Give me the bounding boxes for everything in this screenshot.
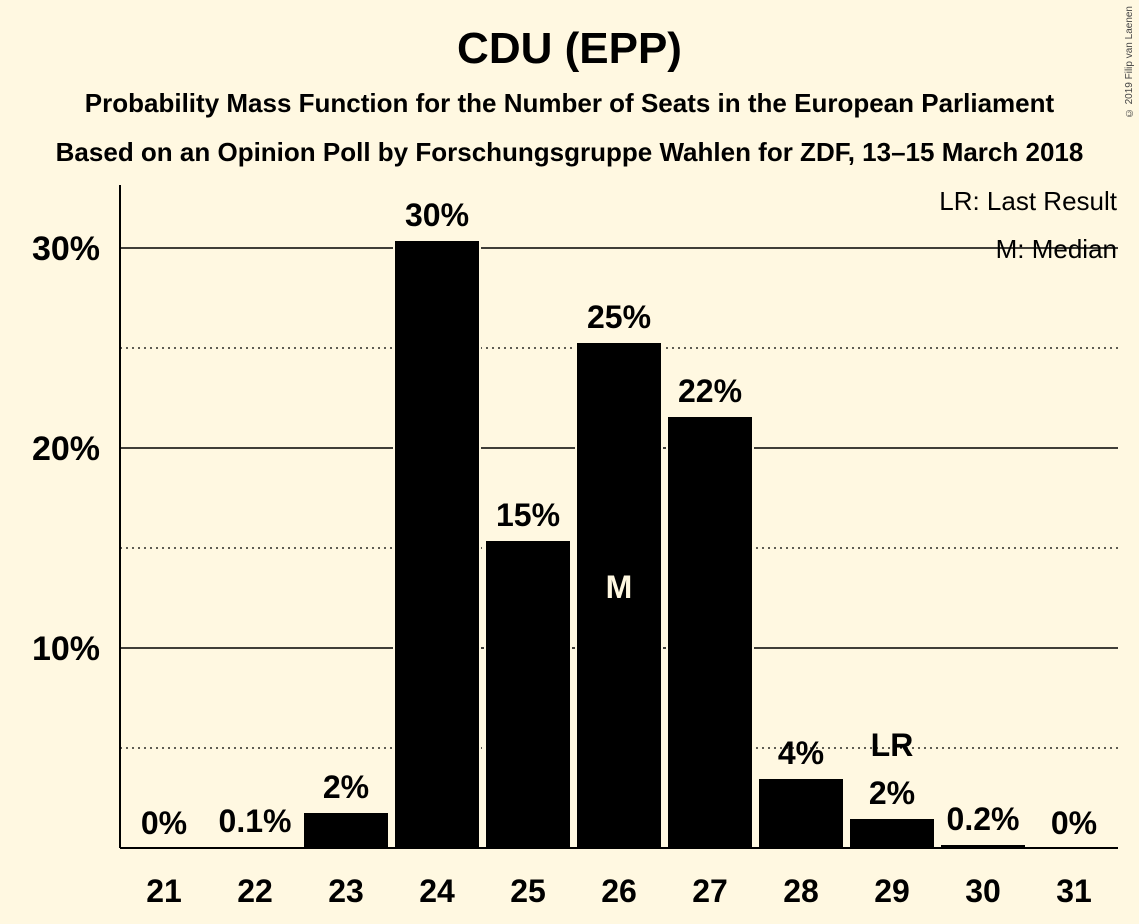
y-tick-label: 20% (32, 430, 100, 468)
chart-subtitle: Probability Mass Function for the Number… (84, 88, 1055, 118)
last-result-marker: LR (871, 727, 914, 763)
x-tick-label: 22 (237, 873, 273, 909)
x-tick-label: 26 (601, 873, 637, 909)
x-tick-label: 30 (965, 873, 1001, 909)
data-label: 30% (405, 197, 469, 233)
data-label: 22% (678, 373, 742, 409)
data-label: 0.1% (219, 803, 292, 839)
legend-median: M: Median (996, 234, 1117, 264)
chart-title: CDU (EPP) (457, 24, 682, 73)
y-tick-label: 10% (32, 630, 100, 668)
x-tick-label: 27 (692, 873, 728, 909)
y-tick-label: 30% (32, 230, 100, 268)
chart-source-subtitle: Based on an Opinion Poll by Forschungsgr… (55, 137, 1084, 167)
bar-seat-27 (666, 415, 754, 849)
x-tick-label: 28 (783, 873, 819, 909)
data-label: 0.2% (947, 801, 1020, 837)
bar-seat-26 (575, 341, 663, 849)
bar-seat-29 (848, 817, 936, 849)
x-tick-label: 24 (419, 873, 455, 909)
legend-last-result: LR: Last Result (939, 186, 1118, 216)
bar-seat-23 (302, 811, 390, 849)
x-tick-label: 25 (510, 873, 546, 909)
labels: 0% 0.1% 2% 30% 15% 25% M 22% 4% 2% LR 0.2% 0% (141, 197, 1097, 841)
data-label: 25% (587, 299, 651, 335)
axes: 10% 20% 30% 21 22 23 24 25 26 27 28 29 30 31 (32, 185, 1118, 909)
bar-seat-28 (757, 777, 845, 849)
x-tick-label: 23 (328, 873, 364, 909)
data-label: 0% (1051, 805, 1097, 841)
data-label: 15% (496, 497, 560, 533)
median-marker: M (606, 569, 633, 605)
x-tick-label: 31 (1056, 873, 1092, 909)
x-tick-label: 29 (874, 873, 910, 909)
x-tick-label: 21 (146, 873, 182, 909)
data-label: 0% (141, 805, 187, 841)
data-label: 2% (323, 769, 369, 805)
data-label: 4% (778, 735, 824, 771)
bars (211, 239, 1027, 849)
data-label: 2% (869, 775, 915, 811)
bar-seat-24 (393, 239, 481, 849)
bar-seat-25 (484, 539, 572, 849)
